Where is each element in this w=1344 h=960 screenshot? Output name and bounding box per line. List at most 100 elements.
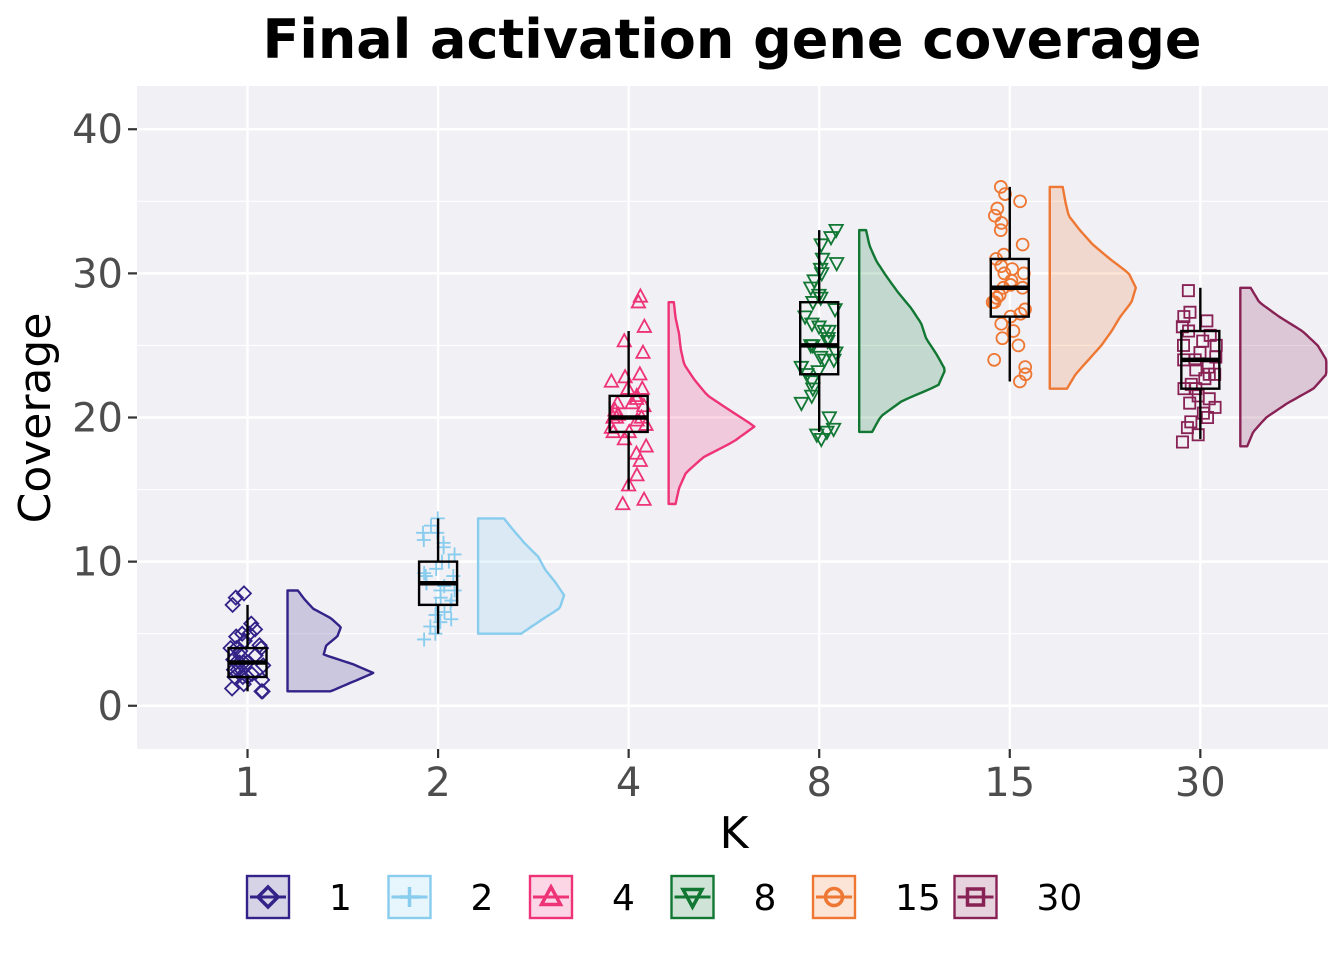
point-1 [254,683,271,700]
violin-1 [286,589,375,693]
point-8 [825,422,842,438]
x-tick-label: 1 [235,760,260,806]
point-4 [623,394,641,410]
point-8 [818,425,836,441]
violin-15 [1048,185,1137,390]
point-30 [1208,400,1222,414]
point-4 [632,451,649,467]
point-4 [632,287,649,303]
x-tick-label: 15 [984,760,1035,806]
box-8 [799,300,840,376]
point-30 [1209,338,1223,352]
legend-item-15: 15 [811,874,941,920]
point-30 [1184,415,1198,429]
point-30 [1202,367,1216,381]
point-8 [810,365,827,381]
point-8 [821,411,838,427]
x-tick-label: 2 [425,760,450,806]
point-30 [1196,406,1210,420]
point-1 [251,636,268,654]
point-8 [803,317,821,333]
point-1 [231,654,248,671]
legend-label-1: 1 [329,878,352,919]
legend-item-8: 8 [670,874,777,920]
point-15 [987,352,1002,367]
legend-item-1: 1 [245,874,352,920]
violin-layer [286,185,1328,693]
point-4 [628,389,645,405]
point-30 [1177,338,1191,352]
point-15 [1006,324,1021,338]
point-4 [634,343,652,359]
point-30 [1183,396,1197,410]
point-2 [428,626,443,641]
point-1 [223,680,241,697]
point-15 [997,266,1012,281]
point-15 [994,316,1009,331]
x-axis: 1 2 4 8 15 30 [235,749,1226,806]
point-2 [424,518,439,533]
point-1 [228,639,245,657]
point-15 [1018,302,1032,317]
point-2 [447,583,462,598]
point-2 [418,569,433,584]
point-1 [227,628,245,645]
point-15 [1018,367,1033,382]
point-15 [1015,237,1030,252]
point-8 [812,350,829,366]
y-axis: 0 10 20 30 40 [72,107,137,730]
point-8 [810,320,828,336]
point-1 [227,589,245,606]
point-8 [806,274,823,290]
point-2 [417,632,432,647]
y-axis-title: Coverage [10,313,61,524]
point-4 [614,495,631,511]
legend-item-4: 4 [528,874,635,920]
point-8 [804,382,821,398]
point-8 [827,223,845,240]
legend-label-30: 30 [1037,878,1083,919]
y-tick-label: 20 [72,396,123,442]
x-axis-title: K [720,808,750,859]
violin-4 [667,300,756,506]
x-tick-label: 8 [806,760,831,806]
point-30 [1184,377,1198,391]
point-2 [416,525,431,540]
point-1 [235,585,253,602]
point-15 [1013,194,1027,209]
point-2 [429,561,444,576]
point-15 [995,331,1010,346]
x-tick-label: 30 [1175,760,1226,806]
y-tick-label: 40 [72,107,123,153]
legend-label-8: 8 [754,878,777,919]
point-1 [234,668,252,686]
point-8 [813,238,830,254]
legend-key-marker-4 [538,883,564,907]
legend-key-marker-1 [255,884,281,910]
point-4 [634,379,651,395]
point-30 [1175,320,1189,334]
y-tick-label: 10 [72,540,123,586]
point-8 [808,428,825,444]
point-30 [1175,435,1189,449]
point-4 [609,394,626,410]
point-8 [828,257,845,273]
point-2 [423,619,438,634]
point-30 [1180,421,1194,435]
violin-8 [858,228,946,434]
point-15 [990,201,1005,216]
point-30 [1183,305,1197,319]
legend-label-4: 4 [612,878,635,919]
point-8 [822,231,840,247]
point-4 [628,466,646,482]
point-15 [1013,306,1028,321]
point-4 [637,437,655,453]
point-4 [631,365,649,381]
point-1 [243,665,261,683]
point-2 [444,612,459,627]
violin-30 [1239,286,1328,448]
violin-2 [476,517,566,635]
box-4 [608,394,649,434]
point-30 [1177,310,1191,324]
